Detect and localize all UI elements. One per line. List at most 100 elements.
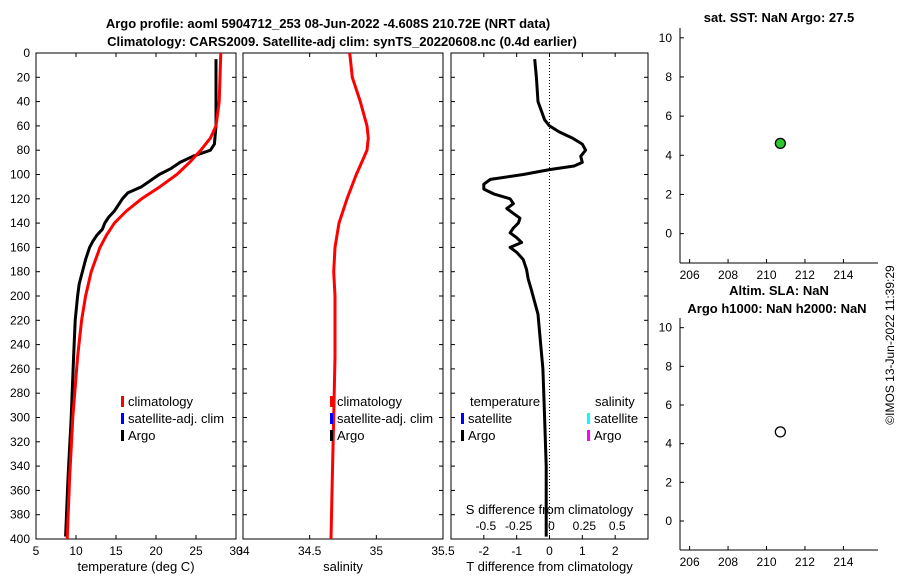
salinity-series-climatology	[329, 52, 370, 540]
sst-xtick-label: 210	[756, 268, 776, 282]
sla-ytick-label: 0	[665, 514, 672, 528]
depth-tick-label: 100	[10, 168, 30, 182]
legend-diff-sal-argo-swatch	[587, 430, 590, 441]
sla-title: Altim. SLA: NaN	[729, 283, 829, 298]
legend-temp-argo-swatch	[121, 430, 124, 441]
temperature-xtick-label: 5	[33, 544, 40, 558]
depth-tick-label: 400	[10, 532, 30, 546]
depth-tick-label: 80	[17, 143, 31, 157]
temperature-xtick-label: 30	[229, 544, 243, 558]
depth-tick-label: 360	[10, 483, 30, 497]
salinity-axes-box	[242, 52, 444, 540]
depth-tick-label: 280	[10, 386, 30, 400]
depth-tick-label: 300	[10, 411, 30, 425]
depth-tick-label: 340	[10, 459, 30, 473]
depth-tick-label: 60	[17, 119, 31, 133]
sla-xtick-label: 212	[795, 555, 815, 569]
sla-float-position-marker	[774, 426, 786, 438]
legend-sal-climatology-label: climatology	[337, 394, 403, 409]
difference-xlabel: T difference from climatology	[466, 559, 633, 574]
sla-title2: Argo h1000: NaN h2000: NaN	[687, 301, 866, 316]
sst-xtick-label: 208	[718, 268, 738, 282]
s-difference-tick-label: 0.5	[609, 519, 626, 533]
temperature-xtick-label: 25	[189, 544, 203, 558]
depth-tick-label: 20	[17, 70, 31, 84]
depth-tick-label: 40	[17, 95, 31, 109]
sst-ytick-label: 4	[665, 148, 672, 162]
temperature-xtick-label: 10	[69, 544, 83, 558]
legend-temp-satellite-adj-label: satellite-adj. clim	[128, 411, 224, 426]
salinity-xtick-label: 35.5	[431, 544, 455, 558]
sst-ytick-label: 6	[665, 109, 672, 123]
salinity-xtick-label: 34.5	[298, 544, 322, 558]
s-difference-tick-label: -0.25	[505, 519, 533, 533]
s-difference-label: S difference from climatology	[466, 502, 634, 517]
depth-tick-label: 180	[10, 265, 30, 279]
depth-tick-label: 240	[10, 338, 30, 352]
depth-tick-label: 220	[10, 313, 30, 327]
difference-xtick-label: 2	[612, 544, 619, 558]
depth-tick-label: 140	[10, 216, 30, 230]
legend-diff-temp-satellite-swatch	[461, 413, 464, 424]
s-difference-tick-label: -0.5	[475, 519, 496, 533]
sla-ytick-label: 2	[665, 475, 672, 489]
legend-temp-argo-label: Argo	[128, 428, 155, 443]
legend-diff-sal-satellite-label: satellite	[594, 411, 638, 426]
salinity-xtick-label: 34	[236, 544, 250, 558]
sst-ytick-label: 8	[665, 70, 672, 84]
difference-xtick-label: -1	[511, 544, 522, 558]
legend-sal-argo-swatch	[330, 430, 333, 441]
sla-ytick-label: 8	[665, 359, 672, 373]
sst-xtick-label: 214	[833, 268, 853, 282]
temperature-xtick-label: 15	[109, 544, 123, 558]
temperature-series-climatology	[65, 52, 223, 540]
imos-watermark: ©IMOS 13-Jun-2022 11:39:29	[883, 265, 897, 425]
legend-diff-sal-argo-label: Argo	[594, 428, 621, 443]
temperature-xtick-label: 20	[149, 544, 163, 558]
sla-xtick-label: 214	[833, 555, 853, 569]
sla-ytick-label: 10	[659, 321, 673, 335]
sst-title: sat. SST: NaN Argo: 27.5	[704, 10, 855, 25]
sst-ytick-label: 0	[665, 227, 672, 241]
legend-temp-climatology-swatch	[121, 396, 124, 407]
panel-sla: Altim. SLA: NaN Argo h1000: NaN h2000: Na…	[659, 283, 878, 569]
legend-temp-climatology-label: climatology	[128, 394, 194, 409]
sla-xtick-label: 210	[756, 555, 776, 569]
panel-salinity: 34 34.5 35 35.5 salinity climatology satellite…	[236, 52, 455, 574]
depth-tick-label: 380	[10, 508, 30, 522]
s-difference-tick-label: 0	[548, 519, 555, 533]
temperature-axes-box	[35, 52, 237, 540]
panel-sst: sat. SST: NaN Argo: 27.5 0 2 4 6 8 10 206 208 210…	[659, 10, 878, 282]
panel-temperature: 0 20 40 60 80 100 120 140 160 180 200 220 240 260 280 3…	[10, 46, 243, 574]
depth-tick-label: 320	[10, 435, 30, 449]
s-difference-tick-label: 0.25	[573, 519, 597, 533]
temperature-series-argo	[64, 59, 218, 537]
legend-sal-satellite-adj-label: satellite-adj. clim	[337, 411, 433, 426]
legend-diff-sal-satellite-swatch	[587, 413, 590, 424]
legend-sal-satellite-adj-swatch	[330, 413, 333, 424]
depth-tick-label: 0	[23, 46, 30, 60]
sla-ytick-label: 6	[665, 398, 672, 412]
legend-temp-satellite-adj-swatch	[121, 413, 124, 424]
temperature-xlabel: temperature (deg C)	[77, 559, 194, 574]
legend-diff-temp-argo-label: Argo	[468, 428, 495, 443]
legend-diff-temp-argo-swatch	[461, 430, 464, 441]
salinity-xlabel: salinity	[323, 559, 363, 574]
sst-xtick-label: 206	[680, 268, 700, 282]
legend-sal-argo-label: Argo	[337, 428, 364, 443]
panel-difference: -2 -1 0 1 2T difference from climatology -0.5…	[450, 52, 649, 574]
sla-xtick-label: 208	[718, 555, 738, 569]
sst-ytick-label: 2	[665, 187, 672, 201]
sla-ytick-label: 4	[665, 437, 672, 451]
salinity-xtick-label: 35	[370, 544, 384, 558]
depth-tick-label: 160	[10, 240, 30, 254]
sst-float-position-marker	[774, 137, 786, 150]
figure-title-line2: Climatology: CARS2009. Satellite-adj cli…	[107, 34, 577, 49]
difference-series-argo-t-diff	[482, 58, 588, 537]
sst-xtick-label: 212	[795, 268, 815, 282]
legend-diff-temp-heading: temperature	[470, 394, 540, 409]
depth-tick-label: 200	[10, 289, 30, 303]
difference-xtick-label: 1	[579, 544, 586, 558]
difference-xtick-label: 0	[546, 544, 553, 558]
